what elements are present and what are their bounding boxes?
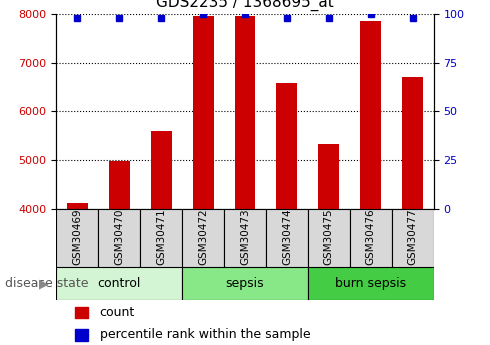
Text: GSM30471: GSM30471 <box>156 209 166 265</box>
Text: GSM30475: GSM30475 <box>324 209 334 265</box>
Text: GSM30472: GSM30472 <box>198 209 208 265</box>
Text: GSM30476: GSM30476 <box>366 209 376 265</box>
Bar <box>75 329 88 341</box>
Bar <box>235 16 255 209</box>
Text: percentile rank within the sample: percentile rank within the sample <box>100 328 310 342</box>
Text: GSM30473: GSM30473 <box>240 209 250 265</box>
Bar <box>308 267 434 300</box>
Text: disease state: disease state <box>5 277 88 290</box>
Bar <box>392 209 434 267</box>
Text: GSM30470: GSM30470 <box>114 209 124 265</box>
Title: GDS2235 / 1368695_at: GDS2235 / 1368695_at <box>156 0 334 11</box>
Text: GSM30469: GSM30469 <box>73 209 82 265</box>
Bar <box>56 267 182 300</box>
Bar <box>140 209 182 267</box>
Bar <box>276 83 297 209</box>
Text: GSM30477: GSM30477 <box>408 209 417 265</box>
Bar <box>224 209 266 267</box>
Text: ▶: ▶ <box>39 277 49 290</box>
Bar <box>151 131 171 209</box>
Text: sepsis: sepsis <box>226 277 264 290</box>
Bar <box>182 267 308 300</box>
Bar <box>266 209 308 267</box>
Text: count: count <box>100 306 135 319</box>
Text: GSM30474: GSM30474 <box>282 209 292 265</box>
Text: burn sepsis: burn sepsis <box>335 277 406 290</box>
Bar <box>98 209 140 267</box>
Bar <box>318 145 339 209</box>
Bar <box>402 77 423 209</box>
Bar <box>308 209 350 267</box>
Bar <box>109 161 130 209</box>
Bar <box>56 209 98 267</box>
Text: control: control <box>98 277 141 290</box>
Bar <box>182 209 224 267</box>
Bar <box>350 209 392 267</box>
Bar <box>75 307 88 318</box>
Bar <box>360 21 381 209</box>
Bar <box>193 16 214 209</box>
Bar <box>67 203 88 209</box>
